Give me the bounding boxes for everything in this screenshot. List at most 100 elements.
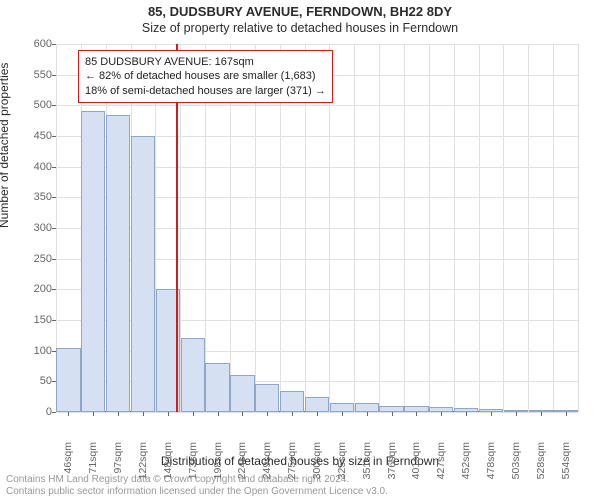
- x-tick-mark: [118, 412, 119, 416]
- x-tick-label: 46sqm: [62, 442, 74, 482]
- y-tick-mark: [52, 75, 56, 76]
- y-tick-mark: [52, 228, 56, 229]
- histogram-bar: [81, 111, 105, 412]
- y-tick-label: 250: [8, 253, 52, 265]
- x-tick-label: 300sqm: [311, 442, 323, 482]
- y-tick-mark: [52, 320, 56, 321]
- y-tick-label: 200: [8, 283, 52, 295]
- x-tick-mark: [292, 412, 293, 416]
- x-tick-mark: [367, 412, 368, 416]
- x-tick-mark: [466, 412, 467, 416]
- gridline-vertical: [379, 44, 380, 412]
- info-box-line: 18% of semi-detached houses are larger (…: [85, 84, 326, 98]
- y-tick-label: 100: [8, 345, 52, 357]
- y-tick-label: 450: [8, 130, 52, 142]
- gridline-vertical: [479, 44, 480, 412]
- histogram-bar: [330, 403, 354, 412]
- y-tick-label: 300: [8, 222, 52, 234]
- y-tick-mark: [52, 105, 56, 106]
- x-tick-mark: [143, 412, 144, 416]
- y-tick-label: 550: [8, 69, 52, 81]
- y-tick-label: 50: [8, 375, 52, 387]
- gridline-vertical: [404, 44, 405, 412]
- chart-container: 85, DUDSBURY AVENUE, FERNDOWN, BH22 8DY …: [0, 0, 600, 500]
- y-tick-mark: [52, 44, 56, 45]
- x-tick-label: 198sqm: [212, 442, 224, 482]
- info-box-line: ← 82% of detached houses are smaller (1,…: [85, 69, 326, 83]
- x-tick-label: 97sqm: [112, 442, 124, 482]
- x-tick-label: 71sqm: [87, 442, 99, 482]
- gridline-vertical: [429, 44, 430, 412]
- y-tick-mark: [52, 412, 56, 413]
- histogram-bar: [255, 384, 279, 412]
- gridline-vertical: [528, 44, 529, 412]
- x-tick-label: 478sqm: [485, 442, 497, 482]
- gridline-vertical: [454, 44, 455, 412]
- x-tick-mark: [193, 412, 194, 416]
- chart-title: 85, DUDSBURY AVENUE, FERNDOWN, BH22 8DY: [0, 4, 600, 19]
- plot-area: 85 DUDSBURY AVENUE: 167sqm← 82% of detac…: [56, 44, 578, 412]
- histogram-bar: [205, 363, 229, 412]
- y-tick-label: 600: [8, 38, 52, 50]
- histogram-bar: [131, 136, 155, 412]
- y-tick-mark: [52, 197, 56, 198]
- x-tick-mark: [68, 412, 69, 416]
- x-tick-mark: [416, 412, 417, 416]
- x-tick-label: 148sqm: [162, 442, 174, 482]
- x-tick-mark: [491, 412, 492, 416]
- x-tick-label: 528sqm: [535, 442, 547, 482]
- x-tick-label: 325sqm: [336, 442, 348, 482]
- gridline-vertical: [553, 44, 554, 412]
- chart-subtitle: Size of property relative to detached ho…: [0, 21, 600, 35]
- gridline-vertical: [578, 44, 579, 412]
- y-tick-label: 350: [8, 191, 52, 203]
- gridline-vertical: [503, 44, 504, 412]
- gridline-horizontal: [56, 44, 578, 45]
- x-tick-mark: [317, 412, 318, 416]
- x-tick-mark: [242, 412, 243, 416]
- gridline-vertical: [354, 44, 355, 412]
- x-tick-mark: [267, 412, 268, 416]
- x-tick-mark: [441, 412, 442, 416]
- histogram-bar: [106, 115, 130, 412]
- y-tick-label: 150: [8, 314, 52, 326]
- x-tick-mark: [566, 412, 567, 416]
- gridline-horizontal: [56, 105, 578, 106]
- histogram-bar: [181, 338, 205, 412]
- info-box-line: 85 DUDSBURY AVENUE: 167sqm: [85, 55, 326, 69]
- x-tick-mark: [168, 412, 169, 416]
- y-tick-label: 500: [8, 99, 52, 111]
- y-tick-mark: [52, 351, 56, 352]
- histogram-bar: [280, 391, 304, 412]
- x-tick-mark: [342, 412, 343, 416]
- x-tick-label: 173sqm: [187, 442, 199, 482]
- x-tick-label: 427sqm: [435, 442, 447, 482]
- x-tick-label: 376sqm: [386, 442, 398, 482]
- info-box: 85 DUDSBURY AVENUE: 167sqm← 82% of detac…: [78, 50, 333, 103]
- y-tick-mark: [52, 136, 56, 137]
- x-tick-mark: [516, 412, 517, 416]
- x-tick-mark: [541, 412, 542, 416]
- y-tick-label: 0: [8, 406, 52, 418]
- x-tick-label: 275sqm: [286, 442, 298, 482]
- x-tick-label: 351sqm: [361, 442, 373, 482]
- x-tick-label: 249sqm: [261, 442, 273, 482]
- x-tick-label: 503sqm: [510, 442, 522, 482]
- y-tick-mark: [52, 167, 56, 168]
- x-tick-label: 554sqm: [560, 442, 572, 482]
- x-tick-label: 122sqm: [137, 442, 149, 482]
- histogram-bar: [355, 403, 379, 412]
- x-tick-label: 224sqm: [236, 442, 248, 482]
- y-tick-label: 400: [8, 161, 52, 173]
- histogram-bar: [230, 375, 254, 412]
- y-tick-mark: [52, 259, 56, 260]
- y-tick-mark: [52, 289, 56, 290]
- x-tick-label: 401sqm: [410, 442, 422, 482]
- x-tick-mark: [218, 412, 219, 416]
- histogram-bar: [56, 348, 80, 412]
- x-tick-mark: [93, 412, 94, 416]
- histogram-bar: [305, 397, 329, 412]
- x-tick-mark: [392, 412, 393, 416]
- footer-line-2: Contains public sector information licen…: [6, 486, 594, 497]
- x-tick-label: 452sqm: [460, 442, 472, 482]
